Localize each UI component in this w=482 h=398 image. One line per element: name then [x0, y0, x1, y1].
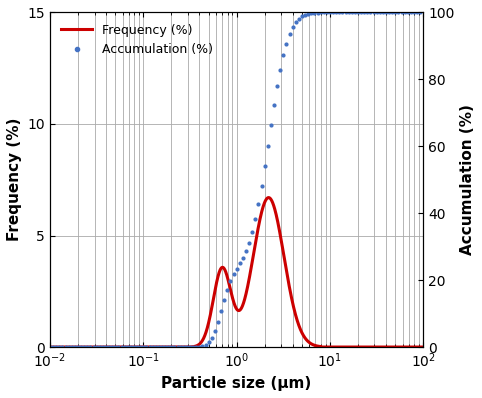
Frequency (%) [373, 345, 379, 349]
Frequency (%) [413, 345, 419, 349]
Accumulation (%) [112, 345, 118, 349]
X-axis label: Particle size (μm): Particle size (μm) [161, 376, 312, 391]
Accumulation (%) [420, 10, 426, 15]
Frequency (%) [420, 345, 426, 349]
Legend: Frequency (%), Accumulation (%): Frequency (%), Accumulation (%) [56, 19, 218, 61]
Frequency (%) [47, 345, 53, 349]
Frequency (%) [112, 345, 118, 349]
Line: Frequency (%): Frequency (%) [50, 197, 423, 347]
Frequency (%) [266, 195, 271, 200]
Accumulation (%) [90, 345, 95, 349]
Accumulation (%) [47, 345, 53, 349]
Accumulation (%) [206, 339, 212, 343]
Accumulation (%) [413, 10, 419, 15]
Accumulation (%) [373, 10, 379, 15]
Frequency (%) [90, 345, 95, 349]
Y-axis label: Accumulation (%): Accumulation (%) [460, 104, 475, 255]
Accumulation (%) [190, 345, 196, 349]
Line: Accumulation (%): Accumulation (%) [47, 10, 426, 350]
Y-axis label: Frequency (%): Frequency (%) [7, 118, 22, 242]
Accumulation (%) [318, 10, 324, 15]
Frequency (%) [190, 344, 196, 349]
Frequency (%) [206, 317, 212, 322]
